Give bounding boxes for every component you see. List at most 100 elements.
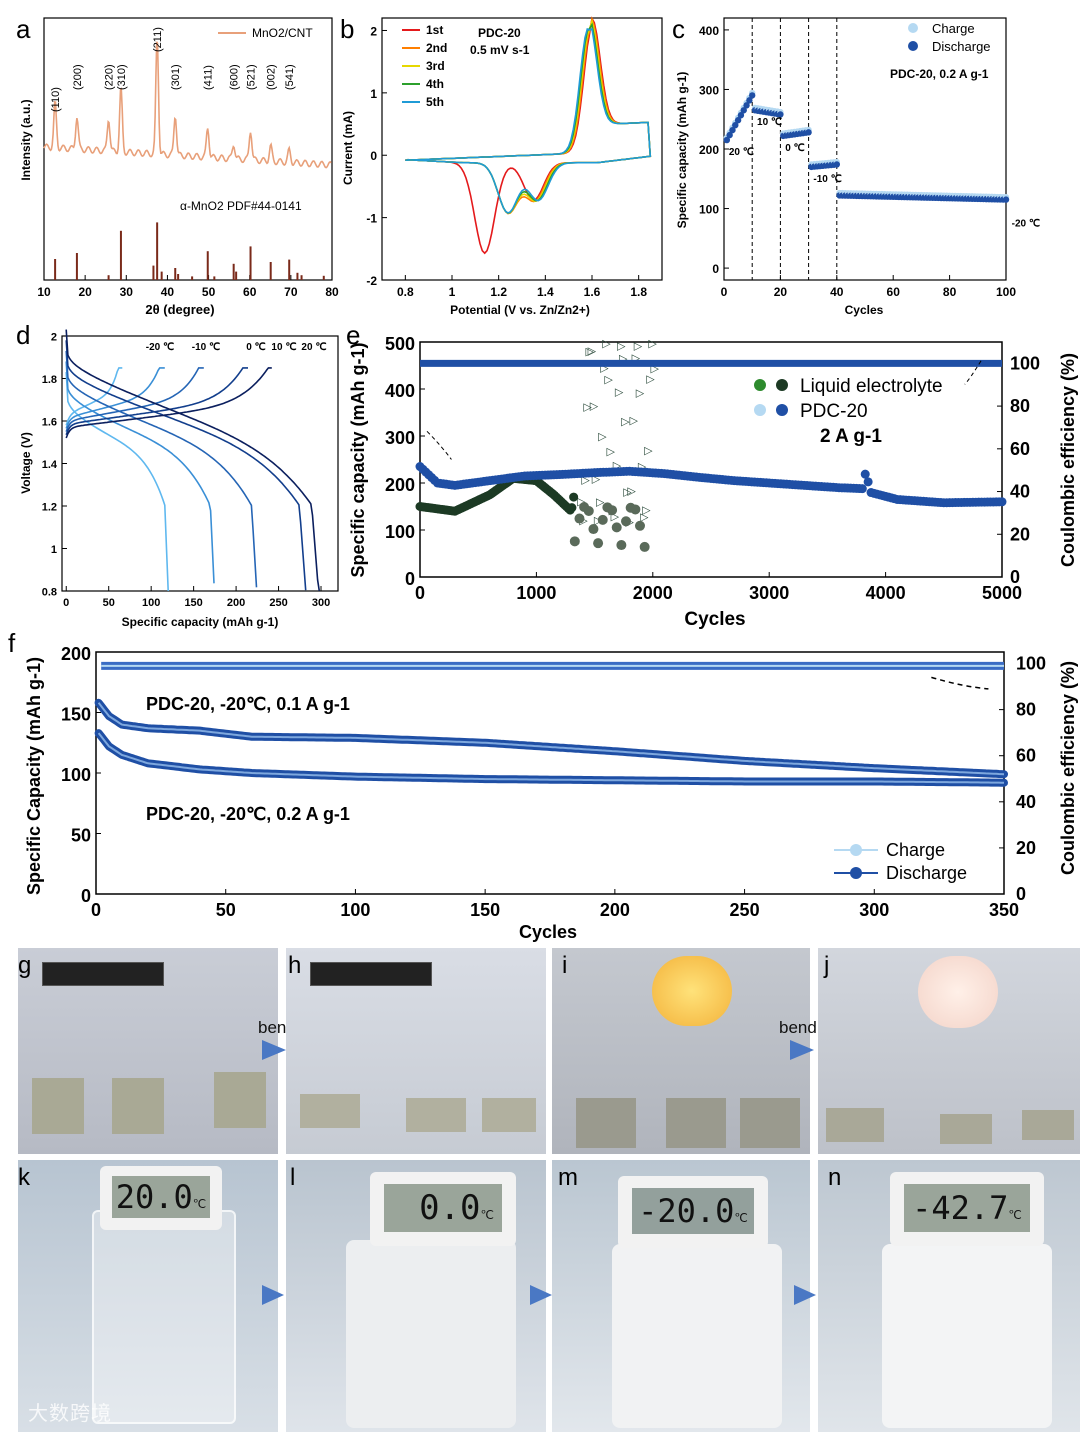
charge-curve--10 ℃ xyxy=(65,367,165,429)
liquid-ce-marker: ▷ xyxy=(604,374,613,386)
battery-pouch xyxy=(406,1098,466,1132)
x-tick-label: 1.4 xyxy=(537,285,554,299)
y-tick-label: 100 xyxy=(385,522,415,542)
y-tick-label: 300 xyxy=(699,83,719,97)
liquid-capacity-point xyxy=(574,513,585,524)
x-tick-label: 20 xyxy=(774,285,788,299)
temperature-unit: ℃ xyxy=(480,1208,494,1222)
temperature-label-0 ℃: 0 ℃ xyxy=(246,342,266,353)
x-axis-label: 2θ (degree) xyxy=(145,302,214,317)
panel-label-e: e xyxy=(346,320,361,350)
thermometer-frame: -42.7℃ xyxy=(890,1172,1044,1246)
y2-tick-label: 0 xyxy=(1016,884,1026,904)
liquid-capacity-point xyxy=(611,522,622,533)
y-tick-label: 2 xyxy=(51,332,57,344)
discharge-point xyxy=(732,121,739,129)
y-tick-label: 0 xyxy=(712,262,719,276)
x-tick-label: 100 xyxy=(996,285,1016,299)
discharge-point xyxy=(734,117,742,124)
liquid-ce-marker: ▷ xyxy=(627,486,636,498)
discharge-point xyxy=(726,131,733,139)
panel-label-g: g xyxy=(18,952,32,979)
panel-label-a: a xyxy=(16,14,31,44)
discharge-point xyxy=(740,107,747,114)
y2-tick-label: 40 xyxy=(1016,792,1036,812)
plot-frame xyxy=(381,17,663,281)
y2-tick-label: 80 xyxy=(1016,700,1036,720)
photo-j: j xyxy=(818,948,1080,1154)
y2-tick-label: 100 xyxy=(1016,654,1046,674)
beaker xyxy=(882,1244,1052,1428)
liquid-ce-marker: ▷ xyxy=(642,505,651,517)
panel-label-n: n xyxy=(828,1164,842,1191)
liquid-capacity-point xyxy=(593,538,604,549)
liquid-ce-marker: ▷ xyxy=(617,341,626,353)
liquid-capacity-point xyxy=(583,505,594,516)
annotation-01: PDC-20, -20℃, 0.1 A g-1 xyxy=(146,694,350,714)
legend-label-5th: 5th xyxy=(426,95,444,109)
y-tick-label: -1 xyxy=(366,212,377,226)
charge-curve-0 ℃ xyxy=(65,367,204,432)
y-tick-label: -2 xyxy=(366,274,377,288)
arrow-icon xyxy=(530,1285,552,1305)
x-tick-label: 4000 xyxy=(866,583,906,603)
peak-label: (200) xyxy=(72,64,84,90)
annotation-rate: 2 A g-1 xyxy=(820,426,882,447)
arrow-icon xyxy=(262,1040,286,1060)
x-tick-label: 60 xyxy=(243,285,257,299)
x-tick-label: 50 xyxy=(202,285,216,299)
charge-curve--20 ℃ xyxy=(65,367,123,426)
liquid-ce-marker: ▷ xyxy=(581,474,590,486)
liquid-ce-marker: ▷ xyxy=(602,338,611,350)
panel-f: f 0 50 100 150 200 250 300 350 0 50 100 150 200 0 20 40… xyxy=(0,628,1080,946)
liquid-ce-marker: ▷ xyxy=(596,497,605,509)
discharge-point xyxy=(1002,196,1010,203)
legend-charge-marker xyxy=(850,844,862,856)
legend-liquid-charge-marker xyxy=(754,379,766,391)
x-tick-label: 350 xyxy=(989,900,1019,920)
segment-label: -20 ℃ xyxy=(1012,218,1040,229)
y-axis-label: Voltage (V) xyxy=(19,432,33,494)
beaker xyxy=(92,1210,236,1424)
thermometer-frame: -20.0℃ xyxy=(618,1176,768,1248)
temperature-value: -42.7 xyxy=(912,1189,1009,1227)
panel-label-j: j xyxy=(824,952,830,979)
discharge-point xyxy=(746,97,753,104)
temperature-unit: ℃ xyxy=(1008,1208,1022,1222)
panel-label-l: l xyxy=(290,1164,296,1191)
y-tick-label: 500 xyxy=(385,334,415,354)
peak-label: (220) xyxy=(104,64,116,90)
legend-label-4th: 4th xyxy=(426,77,444,91)
x-tick-label: 80 xyxy=(325,285,339,299)
panel-label-m: m xyxy=(558,1164,578,1191)
x-tick-label: 20 xyxy=(78,285,92,299)
plot-frame xyxy=(723,17,1007,281)
panel-label-c: c xyxy=(672,14,685,44)
y2-tick-label: 20 xyxy=(1016,838,1036,858)
legend-discharge-label: Discharge xyxy=(886,863,967,883)
photo-k: 20.0℃ k 大数跨境 xyxy=(18,1160,278,1432)
temperature-value: 20.0 xyxy=(115,1178,193,1216)
legend-pdc-charge-marker xyxy=(754,404,766,416)
x-tick-label: 200 xyxy=(227,597,245,609)
segment-label: 0 ℃ xyxy=(785,143,805,154)
peak-label: (310) xyxy=(116,64,128,90)
discharge-point xyxy=(743,102,750,109)
liquid-ce-marker: ▷ xyxy=(592,474,601,486)
arrow-icon xyxy=(262,1285,284,1305)
panel-label-d: d xyxy=(16,320,31,350)
x-axis-label: Specific capacity (mAh g-1) xyxy=(122,615,279,629)
peak-label: (110) xyxy=(50,87,62,112)
thermometer-display: -20.0℃ xyxy=(632,1188,754,1234)
y2-axis-label: Coulombic efficiency (%) xyxy=(1058,353,1078,567)
x-tick-label: 250 xyxy=(730,900,760,920)
arrow-left xyxy=(426,430,452,460)
liquid-capacity-point xyxy=(639,541,650,552)
legend-pdc-discharge-marker xyxy=(776,404,788,416)
y-tick-label: 200 xyxy=(699,143,719,157)
x-tick-label: 0 xyxy=(415,583,425,603)
x-tick-label: 10 xyxy=(37,285,51,299)
legend-charge-label: Charge xyxy=(932,21,975,36)
photo-l: 0.0℃ l xyxy=(286,1160,546,1432)
pdc-capacity-point xyxy=(863,477,873,487)
